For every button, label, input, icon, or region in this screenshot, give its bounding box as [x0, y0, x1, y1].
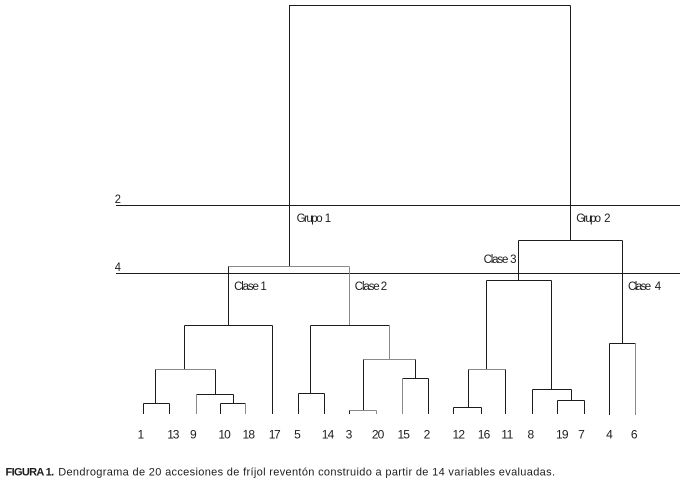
svg-text:1: 1	[325, 213, 331, 225]
svg-text:2: 2	[381, 281, 387, 293]
svg-text:3: 3	[346, 427, 353, 441]
svg-text:8: 8	[527, 427, 534, 441]
svg-text:2: 2	[424, 427, 431, 441]
svg-text:3: 3	[510, 254, 516, 266]
svg-text:16: 16	[478, 427, 491, 441]
svg-text:4: 4	[655, 281, 662, 293]
svg-text:18: 18	[243, 427, 256, 441]
svg-text:10: 10	[218, 427, 231, 441]
svg-text:13: 13	[167, 427, 180, 441]
svg-text:4: 4	[115, 260, 121, 274]
svg-text:2: 2	[604, 213, 610, 225]
svg-text:9: 9	[190, 427, 197, 441]
svg-text:Clase: Clase	[234, 281, 259, 293]
svg-text:4: 4	[606, 427, 613, 441]
svg-text:11: 11	[501, 427, 513, 441]
svg-text:2: 2	[115, 192, 121, 206]
svg-text:12: 12	[453, 427, 466, 441]
svg-text:17: 17	[269, 427, 281, 441]
svg-text:7: 7	[578, 427, 585, 441]
svg-text:Clase: Clase	[484, 254, 509, 266]
svg-text:14: 14	[322, 427, 335, 441]
svg-text:FIGURA 1.: FIGURA 1.	[6, 467, 55, 479]
svg-text:15: 15	[397, 427, 410, 441]
svg-text:1: 1	[260, 281, 266, 293]
svg-text:5: 5	[294, 427, 301, 441]
svg-text:20: 20	[372, 427, 385, 441]
svg-text:Clase: Clase	[628, 281, 651, 293]
svg-text:Clase: Clase	[355, 281, 380, 293]
svg-text:Dendrograma de 20 accesiones d: Dendrograma de 20 accesiones de fríjol r…	[58, 467, 555, 479]
svg-text:1: 1	[138, 427, 145, 441]
svg-text:19: 19	[556, 427, 569, 441]
svg-text:Grupo: Grupo	[576, 213, 601, 225]
svg-text:Grupo: Grupo	[297, 213, 323, 225]
svg-text:6: 6	[631, 427, 638, 441]
